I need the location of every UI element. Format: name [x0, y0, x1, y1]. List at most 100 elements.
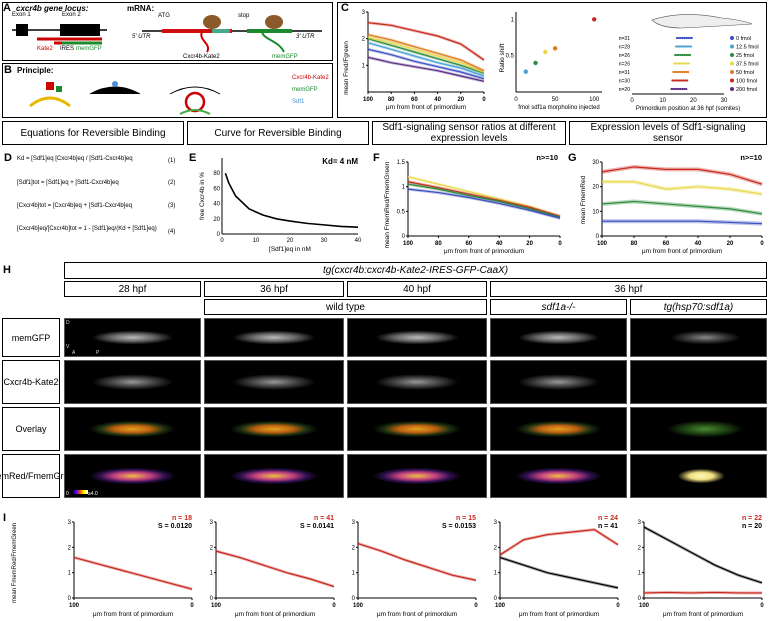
x-tick-label: 20 [287, 238, 294, 244]
chart-g-expression: 100 80 60 40 20 0 0 10 20 30 μm from front of prim… [580, 153, 764, 255]
position-dot [680, 79, 683, 82]
n-label: n>=10 [536, 153, 558, 162]
position-dot [687, 45, 691, 48]
legend-label: 200 fmol [736, 87, 757, 93]
x-tick-label: 0 [220, 238, 224, 244]
x-tick-label: 100 [589, 97, 600, 103]
position-dot [675, 45, 678, 48]
equation-3-number: (3) [168, 203, 176, 209]
equation-1: Kd = [Sdf1]eq [Cxcr4b]eq / [Sdf1-Cxcr4b]… [17, 156, 133, 162]
position-dot [678, 45, 681, 48]
transgene-header: tg(cxcr4b:cxcr4b-Kate2-IRES-GFP-CaaX) [64, 262, 767, 279]
position-dot [681, 53, 684, 57]
cxcr4b-kate2-label: Cxcr4b-Kate2 [183, 54, 220, 60]
x-tick-label: 40 [496, 241, 503, 247]
position-dot [684, 62, 687, 65]
ires-label: IRES [60, 46, 75, 52]
legend-dot [730, 61, 734, 66]
x-tick-label: 60 [411, 97, 418, 103]
series-line-36 hpf [215, 550, 335, 588]
x-tick-label: 100 [597, 241, 608, 247]
y-tick-label: 0 [352, 596, 356, 602]
series-line-red [601, 166, 763, 185]
legend-label: 50 fmol [736, 70, 754, 76]
position-dot [675, 79, 678, 82]
time-40hpf: 40 hpf [347, 281, 487, 297]
position-dot [687, 62, 691, 65]
y-tick-label: 0 [494, 596, 498, 602]
y-tick-label: 2 [352, 545, 356, 551]
series-band [643, 525, 763, 585]
stop-label: stop [238, 13, 250, 19]
x-axis-label: fmol sdf1a morpholino injected [518, 105, 599, 111]
x-axis-label: μm from front of primordium [642, 248, 722, 255]
micrograph-r0-c2 [347, 318, 487, 357]
position-dot [675, 53, 679, 57]
y-tick-label: 1 [210, 571, 214, 577]
position-dot [686, 62, 689, 65]
position-dot [673, 62, 676, 65]
x-tick-label: 20 [690, 98, 697, 104]
x-tick-label: 100 [211, 603, 222, 609]
y-axis-label: free Cxcr4b in % [199, 172, 206, 220]
series-line-0 fmol [367, 48, 485, 80]
y-tick-label: 80 [213, 171, 220, 177]
position-dot [675, 87, 679, 91]
x-tick-label: 30 [721, 98, 728, 104]
x-axis-label: μm from front of primordium [377, 611, 457, 618]
x-tick-label: 100 [639, 603, 650, 609]
micrograph-r3-c3 [490, 454, 627, 498]
data-point [533, 60, 538, 66]
n-label: n>=10 [740, 153, 762, 162]
micrograph-r2-c4 [630, 407, 767, 451]
series-line-yellow [407, 176, 561, 217]
x-axis-label: μm from front of primordium [235, 611, 315, 618]
x-tick-label: 80 [388, 97, 395, 103]
fish-outline [651, 14, 753, 29]
x-tick-label: 60 [465, 241, 472, 247]
row-label-ratio: FmemRed/FmemGreen [0, 454, 79, 498]
y-tick-label: 0.5 [397, 209, 406, 215]
y-tick-label: 3 [352, 520, 356, 526]
series-line-100 fmol [367, 22, 485, 61]
position-dot [670, 87, 673, 91]
micrograph-r0-c4 [630, 318, 767, 357]
series-line-28 hpf [73, 556, 193, 590]
x-tick-label: 100 [363, 97, 374, 103]
panel-i-letter: I [3, 512, 7, 524]
chart-e-binding-curve: 0 10 20 30 40 0 20 40 60 80 Kd= 4 nM [Sdf1]eq in nM… [199, 157, 362, 253]
micrograph-r3-c2 [347, 454, 487, 498]
mrna-title: mRNA: [127, 4, 155, 13]
panel-e-letter: E [189, 152, 197, 164]
series-line-37.5 fmol [367, 36, 485, 73]
x-tick-label: 50 [552, 97, 559, 103]
orient-v: V [66, 344, 70, 350]
series-band [601, 199, 763, 216]
y-tick-label: 3 [68, 520, 72, 526]
y-tick-label: 1 [511, 17, 515, 23]
position-dot [682, 45, 685, 48]
x-tick-label: 80 [631, 241, 638, 247]
legend-label: 0 fmol [736, 36, 751, 42]
x-tick-label: 40 [695, 241, 702, 247]
series-line-blue [407, 188, 561, 219]
position-dot [687, 53, 690, 57]
x-tick-label: 0 [760, 241, 764, 247]
series-line-yellow [602, 181, 763, 195]
data-point [523, 69, 528, 74]
legend-cxcr4b-kate2: Cxcr4b-Kate2 [292, 75, 329, 81]
principle-diagram [29, 81, 221, 115]
position-dot [675, 36, 679, 40]
position-dot [688, 36, 692, 40]
x-tick-label: 60 [663, 241, 670, 247]
time-36hpf-mutants: 36 hpf [490, 281, 767, 297]
position-dot [672, 87, 675, 91]
position-dot [675, 62, 678, 65]
panel-b-border [2, 63, 333, 118]
x-tick-label: 20 [526, 241, 533, 247]
equation-2: [Sdf1]tot = [Sdf1]eq + [Sdf1-Cxcr4b]eq [17, 180, 119, 186]
position-dot [685, 70, 688, 74]
